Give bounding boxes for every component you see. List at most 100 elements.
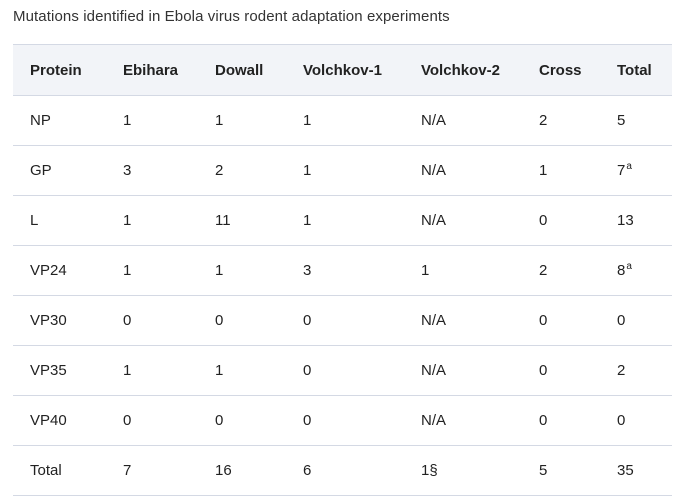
table-row: VP35 1 1 0 N/A 0 2 [13, 346, 672, 396]
table-body: NP 1 1 1 N/A 2 5 GP 3 2 1 N/A 1 7a L 1 11 1 N/A 0 13 VP24 1 1 3 1… [13, 96, 672, 496]
table-row: VP40 0 0 0 N/A 0 0 [13, 396, 672, 446]
table-header: Protein Ebihara Dowall Volchkov-1 Volchk… [13, 44, 672, 96]
cell-ebihara: 7 [123, 446, 215, 496]
cell-volchkov-1: 3 [303, 246, 421, 296]
cell-value: 0 [539, 362, 548, 379]
cell-protein: VP40 [13, 396, 123, 446]
cell-dowall: 1 [215, 96, 303, 146]
cell-volchkov-1: 0 [303, 296, 421, 346]
cell-total: 0 [617, 296, 672, 346]
cell-protein: L [13, 196, 123, 246]
cell-value: 0 [539, 212, 548, 229]
cell-volchkov-1: 0 [303, 396, 421, 446]
cell-value: 6 [303, 462, 312, 479]
cell-value: 0 [303, 362, 312, 379]
cell-ebihara: 0 [123, 296, 215, 346]
cell-value: 0 [539, 412, 548, 429]
cell-volchkov-2: 1 [421, 246, 539, 296]
cell-value: 0 [617, 412, 626, 429]
cell-cross: 0 [539, 346, 617, 396]
cell-value: 0 [123, 312, 132, 329]
cell-value: 1 [215, 112, 224, 129]
cell-value: 13 [617, 212, 634, 229]
cell-value: 1§ [421, 462, 438, 479]
cell-value: 0 [215, 312, 224, 329]
cell-value: 1 [421, 262, 430, 279]
cell-value: 16 [215, 462, 232, 479]
table-row: NP 1 1 1 N/A 2 5 [13, 96, 672, 146]
header-total: Total [617, 61, 652, 79]
cell-protein: NP [13, 96, 123, 146]
cell-total: 5 [617, 96, 672, 146]
cell-value: 7 [123, 462, 132, 479]
cell-value: VP24 [30, 262, 67, 279]
cell-cross: 5 [539, 446, 617, 496]
header-cross: Cross [539, 61, 582, 79]
cell-dowall: 1 [215, 246, 303, 296]
cell-value: 1 [123, 362, 132, 379]
cell-value: 0 [303, 412, 312, 429]
cell-value: N/A [421, 412, 447, 429]
cell-value: 1 [303, 162, 312, 179]
footnote-marker: a [626, 261, 632, 272]
cell-volchkov-1: 1 [303, 146, 421, 196]
cell-ebihara: 0 [123, 396, 215, 446]
cell-volchkov-2: N/A [421, 296, 539, 346]
mutations-table-container: Protein Ebihara Dowall Volchkov-1 Volchk… [13, 44, 672, 496]
cell-cross: 1 [539, 146, 617, 196]
cell-volchkov-2: N/A [421, 396, 539, 446]
cell-value: 1 [539, 162, 548, 179]
cell-cross: 0 [539, 396, 617, 446]
header-volchkov-1: Volchkov-1 [303, 61, 382, 79]
table-row: VP24 1 1 3 1 2 8a [13, 246, 672, 296]
cell-volchkov-1: 1 [303, 196, 421, 246]
cell-value: 1 [123, 112, 132, 129]
cell-value: 2 [539, 262, 548, 279]
cell-volchkov-2: N/A [421, 346, 539, 396]
table-caption: Mutations identified in Ebola virus rode… [13, 8, 450, 25]
table-row: L 1 11 1 N/A 0 13 [13, 196, 672, 246]
cell-total: 7a [617, 146, 672, 196]
cell-dowall: 2 [215, 146, 303, 196]
cell-protein: Total [13, 446, 123, 496]
table-row: GP 3 2 1 N/A 1 7a [13, 146, 672, 196]
cell-value: 2 [617, 362, 626, 379]
cell-value: VP30 [30, 312, 67, 329]
cell-cross: 0 [539, 296, 617, 346]
header-row: Protein Ebihara Dowall Volchkov-1 Volchk… [13, 44, 672, 96]
cell-value: N/A [421, 212, 447, 229]
cell-value: 0 [215, 412, 224, 429]
header-protein: Protein [30, 61, 82, 79]
cell-value: N/A [421, 312, 447, 329]
cell-protein: VP30 [13, 296, 123, 346]
cell-value: 1 [303, 212, 312, 229]
cell-value: 1 [303, 112, 312, 129]
cell-cross: 2 [539, 246, 617, 296]
cell-dowall: 1 [215, 346, 303, 396]
cell-ebihara: 1 [123, 246, 215, 296]
cell-value: VP40 [30, 412, 67, 429]
cell-volchkov-2: N/A [421, 96, 539, 146]
cell-volchkov-1: 1 [303, 96, 421, 146]
header-ebihara: Ebihara [123, 61, 179, 79]
header-dowall: Dowall [215, 61, 264, 79]
mutations-table: Protein Ebihara Dowall Volchkov-1 Volchk… [13, 44, 672, 496]
table-row: Total 7 16 6 1§ 5 35 [13, 446, 672, 496]
footnote-marker: a [626, 161, 632, 172]
cell-protein: VP35 [13, 346, 123, 396]
cell-value: 3 [303, 262, 312, 279]
cell-volchkov-2: N/A [421, 146, 539, 196]
cell-volchkov-2: N/A [421, 196, 539, 246]
cell-ebihara: 1 [123, 96, 215, 146]
cell-protein: VP24 [13, 246, 123, 296]
cell-value: Total [30, 462, 62, 479]
cell-value: 0 [303, 312, 312, 329]
cell-value: 2 [215, 162, 224, 179]
cell-value: N/A [421, 162, 447, 179]
cell-dowall: 0 [215, 296, 303, 346]
cell-value: NP [30, 112, 51, 129]
cell-value: 11 [215, 212, 231, 229]
cell-value: 0 [123, 412, 132, 429]
cell-value: 7 [617, 162, 626, 179]
cell-value: 35 [617, 462, 634, 479]
